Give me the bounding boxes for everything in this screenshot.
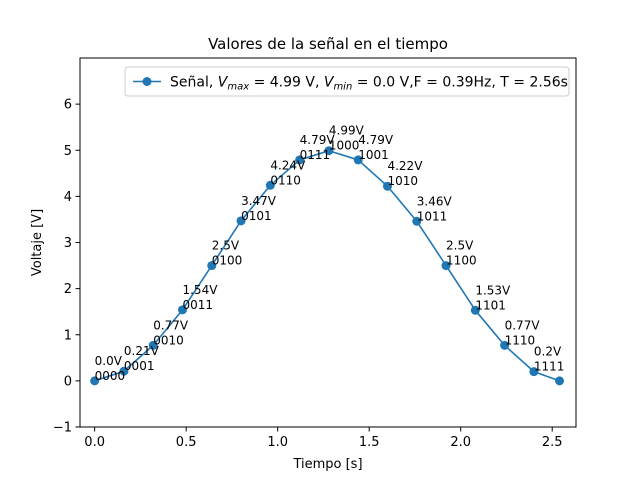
point-value-label: 0.0V — [95, 354, 123, 368]
point-value-label: 0.21V — [124, 344, 160, 358]
point-value-label: 4.79V — [358, 133, 394, 147]
chart-title: Valores de la señal en el tiempo — [208, 35, 448, 53]
data-point — [555, 376, 565, 386]
data-point — [265, 180, 275, 190]
data-point — [177, 305, 187, 315]
y-tick-label: 1 — [64, 328, 72, 343]
point-code-label: 1101 — [475, 298, 506, 312]
point-value-label: 3.46V — [417, 194, 453, 208]
y-tick-label: 3 — [64, 236, 72, 251]
y-tick-label: −1 — [53, 421, 72, 436]
x-axis-title: Tiempo [s] — [292, 457, 362, 472]
x-tick-label: 2.5 — [542, 435, 563, 450]
point-value-label: 2.5V — [212, 239, 240, 253]
point-code-label: 1000 — [329, 139, 360, 153]
x-tick-label: 0.0 — [84, 435, 105, 450]
legend-vmin-symbol: V — [324, 75, 335, 91]
y-axis-title: Voltaje [V] — [30, 209, 45, 276]
data-point — [470, 305, 480, 315]
point-value-label: 4.79V — [300, 133, 336, 147]
data-point — [295, 155, 305, 165]
legend-vmax-text: = 4.99 V, — [249, 75, 324, 91]
legend-entry: Señal, Vmax = 4.99 V, Vmin = 0.0 V,F = 0… — [170, 75, 568, 93]
data-point — [119, 366, 129, 376]
data-point — [382, 181, 392, 191]
point-value-label: 4.99V — [329, 124, 365, 138]
point-value-label: 0.77V — [153, 318, 189, 332]
point-code-label: 1110 — [505, 333, 536, 347]
point-value-label: 1.53V — [475, 283, 511, 297]
y-tick-label: 2 — [64, 282, 72, 297]
point-code-label: 0000 — [95, 369, 126, 383]
point-code-label: 0101 — [241, 209, 272, 223]
y-tick-label: 4 — [64, 190, 72, 205]
legend-prefix: Señal, — [170, 75, 218, 91]
y-axis: −1 0 1 2 3 4 5 6 — [53, 98, 80, 436]
data-point — [90, 376, 100, 386]
point-code-label: 1100 — [446, 254, 477, 268]
point-value-label: 4.24V — [270, 158, 306, 172]
point-code-label: 1010 — [387, 174, 418, 188]
legend-box — [124, 66, 570, 97]
legend-vmin-text: = 0.0 V,F = 0.39Hz, T = 2.56s — [352, 75, 568, 91]
point-code-label: 0110 — [270, 173, 301, 187]
point-code-label: 0010 — [153, 333, 184, 347]
y-tick-label: 5 — [64, 144, 72, 159]
x-tick-label: 1.0 — [267, 435, 288, 450]
point-value-label: 1.54V — [182, 283, 218, 297]
point-code-label: 1001 — [358, 148, 389, 162]
point-value-label: 4.22V — [387, 159, 423, 173]
data-point — [353, 155, 363, 165]
point-value-label: 0.2V — [534, 345, 562, 359]
point-code-label: 0111 — [300, 148, 331, 162]
data-point — [236, 216, 246, 226]
point-value-label: 2.5V — [446, 239, 474, 253]
plot-area: 0.0V00000.21V00010.77V00101.54V00112.5V0… — [90, 124, 564, 386]
legend-marker-swatch — [142, 77, 152, 86]
legend-vmax-sub: max — [227, 82, 249, 93]
point-code-label: 0001 — [124, 359, 155, 373]
y-tick-label: 6 — [64, 98, 72, 113]
data-point — [324, 146, 334, 156]
point-code-label: 1011 — [417, 209, 448, 223]
point-value-label: 0.77V — [505, 318, 541, 332]
x-axis: 0.0 0.5 1.0 1.5 2.0 2.5 — [84, 427, 563, 450]
point-code-label: 0011 — [182, 298, 213, 312]
data-point — [148, 340, 158, 350]
data-point — [207, 261, 217, 271]
legend-vmin-sub: min — [333, 82, 352, 93]
data-point — [529, 367, 539, 377]
point-code-label: 0100 — [212, 254, 243, 268]
legend-vmax-symbol: V — [218, 75, 229, 91]
legend: Señal, Vmax = 4.99 V, Vmin = 0.0 V,F = 0… — [124, 66, 570, 97]
data-point — [412, 216, 422, 226]
x-tick-label: 0.5 — [176, 435, 197, 450]
data-point — [441, 261, 451, 271]
data-point — [500, 340, 510, 350]
y-tick-label: 0 — [64, 374, 72, 389]
point-value-label: 3.47V — [241, 194, 277, 208]
x-tick-label: 1.5 — [359, 435, 380, 450]
point-code-label: 1111 — [534, 360, 565, 374]
x-tick-label: 2.0 — [450, 435, 471, 450]
